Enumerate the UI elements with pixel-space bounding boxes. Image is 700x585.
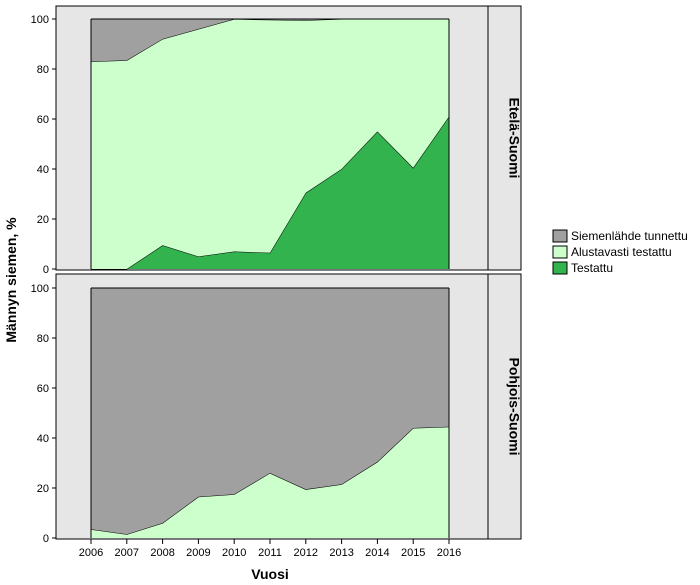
area-alustavasti-testattu — [91, 19, 449, 269]
x-tick-label: 2016 — [437, 547, 461, 559]
x-tick-label: 2015 — [401, 547, 425, 559]
y-tick-label: 0 — [43, 533, 49, 545]
x-axis-title: Vuosi — [251, 566, 289, 582]
legend-label: Alustavasti testattu — [571, 245, 672, 259]
panel-2: Pohjois-Suomi — [55, 273, 523, 540]
area-siemenlähde-tunnettu — [91, 19, 449, 62]
legend-swatch — [552, 245, 568, 259]
panels-layer: Etelä-Suomi Pohjois-Suomi — [55, 5, 523, 540]
y-tick-label: 40 — [37, 433, 49, 445]
panel-strip — [487, 5, 522, 271]
y-axis-title: Männyn siemen, % — [3, 217, 19, 343]
y-tick-label: 20 — [37, 483, 49, 495]
legend: Siemenlähde tunnettu Alustavasti testattu… — [552, 229, 688, 275]
panel-label: Etelä-Suomi — [507, 98, 523, 179]
axes-layer: 0 20 40 60 80 100 0 20 40 60 80 100 2006 2007 2008 2009… — [31, 14, 462, 559]
x-tick-label: 2006 — [79, 547, 103, 559]
legend-item: Siemenlähde tunnettu — [552, 229, 688, 243]
y-tick-label: 100 — [31, 14, 49, 26]
x-tick-label: 2011 — [258, 547, 282, 559]
legend-swatch — [552, 229, 568, 243]
x-tick-label: 2014 — [365, 547, 389, 559]
x-tick-label: 2012 — [294, 547, 318, 559]
y-tick-label: 20 — [37, 214, 49, 226]
y-tick-label: 100 — [31, 283, 49, 295]
area-testattu — [91, 116, 449, 269]
x-tick-label: 2008 — [150, 547, 174, 559]
panel-strip — [487, 273, 522, 540]
area-siemenlähde-tunnettu — [91, 288, 449, 535]
legend-item: Alustavasti testattu — [552, 245, 672, 259]
x-tick-label: 2013 — [329, 547, 353, 559]
panel-1: Etelä-Suomi — [55, 5, 523, 271]
x-tick-label: 2010 — [222, 547, 246, 559]
legend-label: Siemenlähde tunnettu — [571, 229, 688, 243]
y-tick-label: 60 — [37, 383, 49, 395]
legend-item: Testattu — [552, 261, 613, 275]
legend-label: Testattu — [571, 261, 613, 275]
legend-swatch — [552, 261, 568, 275]
y-tick-label: 80 — [37, 64, 49, 76]
y-tick-label: 40 — [37, 164, 49, 176]
y-tick-label: 60 — [37, 114, 49, 126]
x-tick-label: 2007 — [115, 547, 139, 559]
y-tick-label: 0 — [43, 264, 49, 276]
y-tick-label: 80 — [37, 333, 49, 345]
panel-label: Pohjois-Suomi — [507, 358, 523, 456]
x-tick-label: 2009 — [186, 547, 210, 559]
